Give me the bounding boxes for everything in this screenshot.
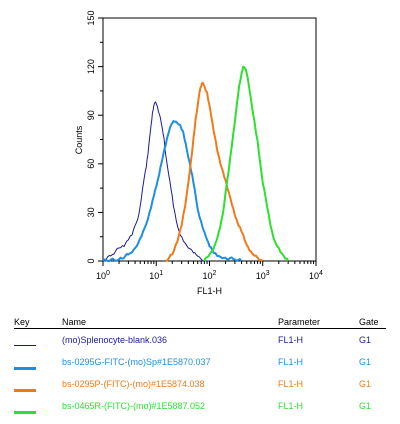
series-line-2 bbox=[102, 120, 243, 262]
x-tick-label: 102 bbox=[203, 270, 217, 281]
legend-parameter: FL1-H bbox=[278, 379, 304, 389]
series-line-3 bbox=[165, 81, 264, 262]
y-tick-label: 150 bbox=[86, 10, 96, 25]
legend-series-name: bs-0465R-(FITC)-(mo)#1E5887.052 bbox=[62, 401, 206, 411]
legend-series-name: bs-0295G-FITC-(mo)Sp#1E5870.037 bbox=[62, 357, 211, 367]
legend-rows: (mo)Splenocyte-blank.036 FL1-H G1 bs-0295G-… bbox=[14, 329, 386, 417]
y-tick-label: 60 bbox=[86, 159, 96, 169]
x-tick-label: 104 bbox=[309, 270, 323, 281]
legend-series-name: (mo)Splenocyte-blank.036 bbox=[62, 335, 168, 345]
legend-header-name: Name bbox=[62, 317, 87, 327]
legend-key-swatch bbox=[14, 345, 36, 346]
legend-parameter: FL1-H bbox=[278, 401, 304, 411]
legend-gate: G1 bbox=[359, 401, 372, 411]
legend-row: bs-0465R-(FITC)-(mo)#1E5887.052 FL1-H G1 bbox=[14, 395, 386, 417]
legend-header-gate: Gate bbox=[359, 317, 379, 327]
legend-header-key: Key bbox=[14, 317, 30, 327]
y-tick-label: 90 bbox=[86, 110, 96, 120]
legend-series-name: bs-0295P-(FITC)-(mo)#1E5874.038 bbox=[62, 379, 205, 389]
x-axis-title: FL1-H bbox=[197, 286, 222, 296]
y-tick-label: 120 bbox=[86, 59, 96, 74]
series-line-1 bbox=[103, 101, 210, 262]
y-axis-title: Counts bbox=[74, 125, 84, 154]
series-line-4 bbox=[203, 65, 290, 262]
x-tick-label: 101 bbox=[149, 270, 163, 281]
x-axis-ticks: 100 101 102 103 104 bbox=[96, 261, 323, 281]
y-axis-ticks: 0 30 60 90 120 150 bbox=[86, 10, 103, 264]
x-tick-label: 103 bbox=[256, 270, 270, 281]
legend-parameter: FL1-H bbox=[278, 335, 304, 345]
legend-parameter: FL1-H bbox=[278, 357, 304, 367]
legend-key-swatch bbox=[14, 411, 36, 414]
legend-header-row: Key Name Parameter Gate bbox=[14, 316, 386, 329]
legend-table: Key Name Parameter Gate (mo)Splenocyte-b… bbox=[14, 316, 386, 417]
legend-gate: G1 bbox=[359, 357, 372, 367]
legend-key-swatch bbox=[14, 367, 36, 370]
legend-gate: G1 bbox=[359, 379, 372, 389]
legend-key-swatch bbox=[14, 389, 36, 392]
y-tick-label: 30 bbox=[86, 207, 96, 217]
series-layer bbox=[102, 65, 290, 262]
legend-row: (mo)Splenocyte-blank.036 FL1-H G1 bbox=[14, 329, 386, 351]
x-tick-label: 100 bbox=[96, 270, 110, 281]
plot-frame bbox=[102, 17, 317, 262]
histogram-chart: 100 101 102 103 104 0 30 60 90 120 150 Counts FL1… bbox=[74, 10, 323, 296]
legend-row: bs-0295P-(FITC)-(mo)#1E5874.038 FL1-H G1 bbox=[14, 373, 386, 395]
y-tick-label: 0 bbox=[86, 258, 96, 263]
legend-gate: G1 bbox=[359, 335, 372, 345]
legend-header-parameter: Parameter bbox=[278, 317, 321, 327]
legend-row: bs-0295G-FITC-(mo)Sp#1E5870.037 FL1-H G1 bbox=[14, 351, 386, 373]
